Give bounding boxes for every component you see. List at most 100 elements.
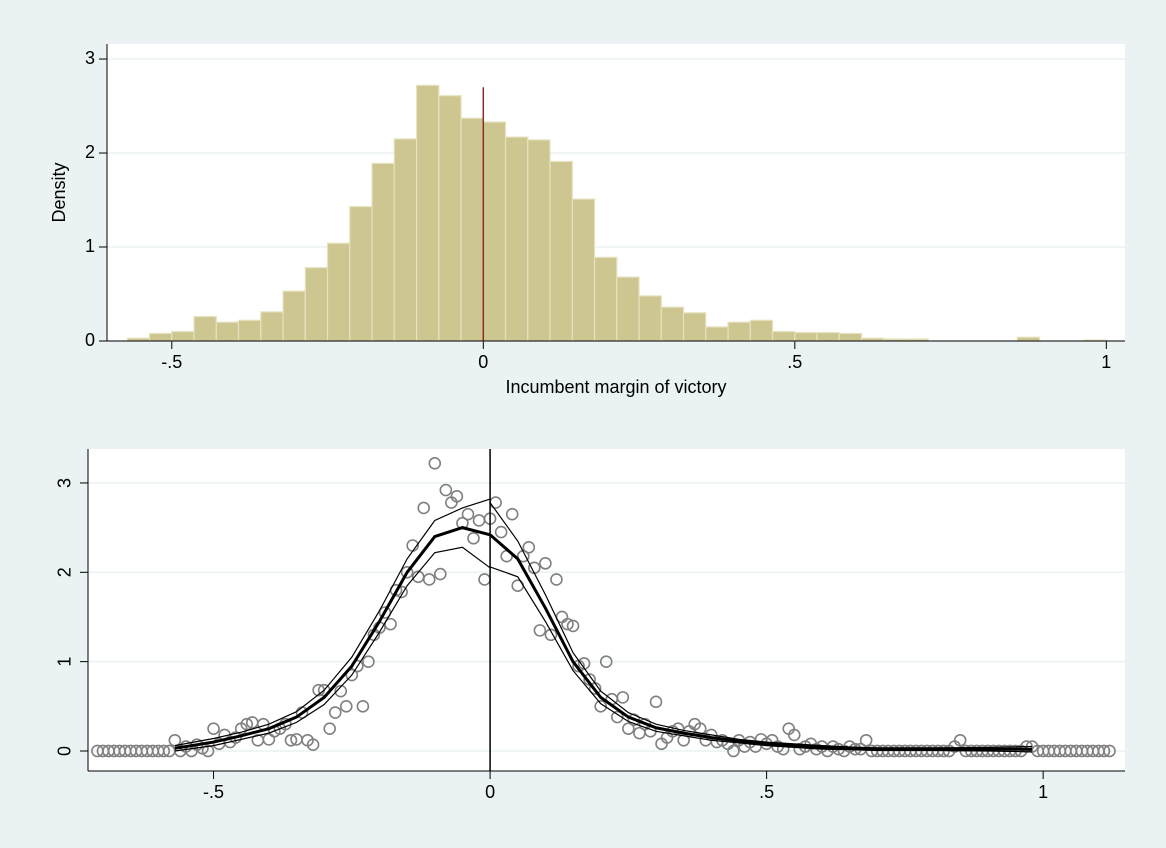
bar — [326, 242, 351, 342]
y-tick-label: 0 — [55, 746, 75, 756]
point — [422, 573, 436, 586]
point — [505, 507, 519, 521]
point — [649, 695, 663, 709]
bar — [682, 312, 707, 342]
point — [561, 617, 574, 631]
point — [622, 722, 635, 735]
bar — [393, 138, 418, 342]
point — [544, 628, 558, 642]
y-tick-label: 1 — [85, 236, 95, 256]
bar — [771, 331, 796, 342]
bar — [504, 136, 529, 342]
bar — [638, 295, 662, 342]
fit-line — [174, 546, 491, 752]
point — [323, 722, 336, 735]
point — [207, 722, 220, 735]
point — [522, 540, 536, 554]
x-tick-label: .5 — [759, 782, 774, 802]
bar — [705, 326, 729, 342]
y-tick-label: 0 — [85, 330, 95, 350]
fit-line — [174, 526, 491, 750]
y-tick-label: 2 — [85, 142, 95, 162]
point — [610, 710, 624, 724]
y-tick-label: 3 — [55, 478, 75, 488]
bar — [660, 306, 685, 342]
point — [467, 532, 480, 545]
bar — [215, 321, 240, 342]
point — [859, 733, 873, 747]
bar — [838, 332, 863, 342]
point — [428, 456, 442, 470]
bar — [282, 290, 306, 342]
point — [240, 717, 254, 731]
point — [550, 573, 563, 586]
point — [306, 738, 320, 752]
bar — [727, 321, 751, 342]
x-tick-label: 0 — [478, 352, 488, 372]
point — [727, 744, 740, 758]
fit-line — [489, 566, 1033, 753]
y-tick-label: 3 — [85, 48, 95, 68]
bar — [371, 162, 395, 342]
point — [400, 565, 414, 579]
point — [539, 557, 552, 570]
point — [599, 655, 613, 668]
point — [439, 483, 453, 497]
y-tick-label: 2 — [55, 567, 75, 577]
bar — [460, 117, 484, 342]
bar — [549, 160, 573, 342]
bar — [816, 331, 840, 342]
fit-line — [174, 498, 491, 747]
point — [417, 501, 431, 515]
point — [362, 655, 375, 668]
point — [168, 733, 182, 747]
bar — [571, 198, 596, 342]
plot-area — [88, 449, 1125, 771]
point — [339, 700, 353, 713]
bar — [193, 315, 217, 342]
point — [594, 700, 607, 713]
point — [1103, 744, 1116, 758]
point — [284, 733, 298, 747]
bar — [593, 256, 618, 342]
x-axis-label: Incumbent margin of victory — [505, 377, 726, 397]
x-tick-label: .5 — [787, 352, 802, 372]
bar — [794, 331, 818, 342]
point — [450, 490, 464, 503]
bar — [237, 319, 262, 342]
point — [1097, 744, 1111, 758]
point — [157, 744, 171, 758]
point — [787, 728, 801, 742]
point — [461, 507, 475, 521]
fit-line — [489, 502, 1033, 749]
point — [566, 619, 580, 633]
bar — [148, 332, 173, 342]
point — [434, 567, 447, 581]
x-tick-label: 1 — [1101, 352, 1111, 372]
bar — [527, 139, 551, 342]
point — [677, 733, 690, 747]
bar — [260, 311, 284, 342]
point — [494, 525, 508, 539]
bar — [749, 319, 774, 342]
bar — [438, 95, 462, 342]
bar — [1016, 336, 1041, 342]
point — [533, 624, 547, 637]
bar — [171, 331, 195, 342]
y-tick-label: 1 — [55, 657, 75, 667]
point — [384, 617, 397, 631]
bar — [304, 267, 329, 342]
x-tick-label: 1 — [1038, 782, 1048, 802]
bar — [415, 84, 440, 342]
point — [356, 700, 370, 713]
point — [201, 744, 215, 758]
point — [328, 706, 342, 719]
bar — [482, 121, 507, 342]
point — [953, 733, 967, 747]
point — [616, 691, 630, 704]
bar — [616, 276, 640, 342]
point — [334, 684, 348, 698]
x-tick-label: 0 — [485, 782, 495, 802]
